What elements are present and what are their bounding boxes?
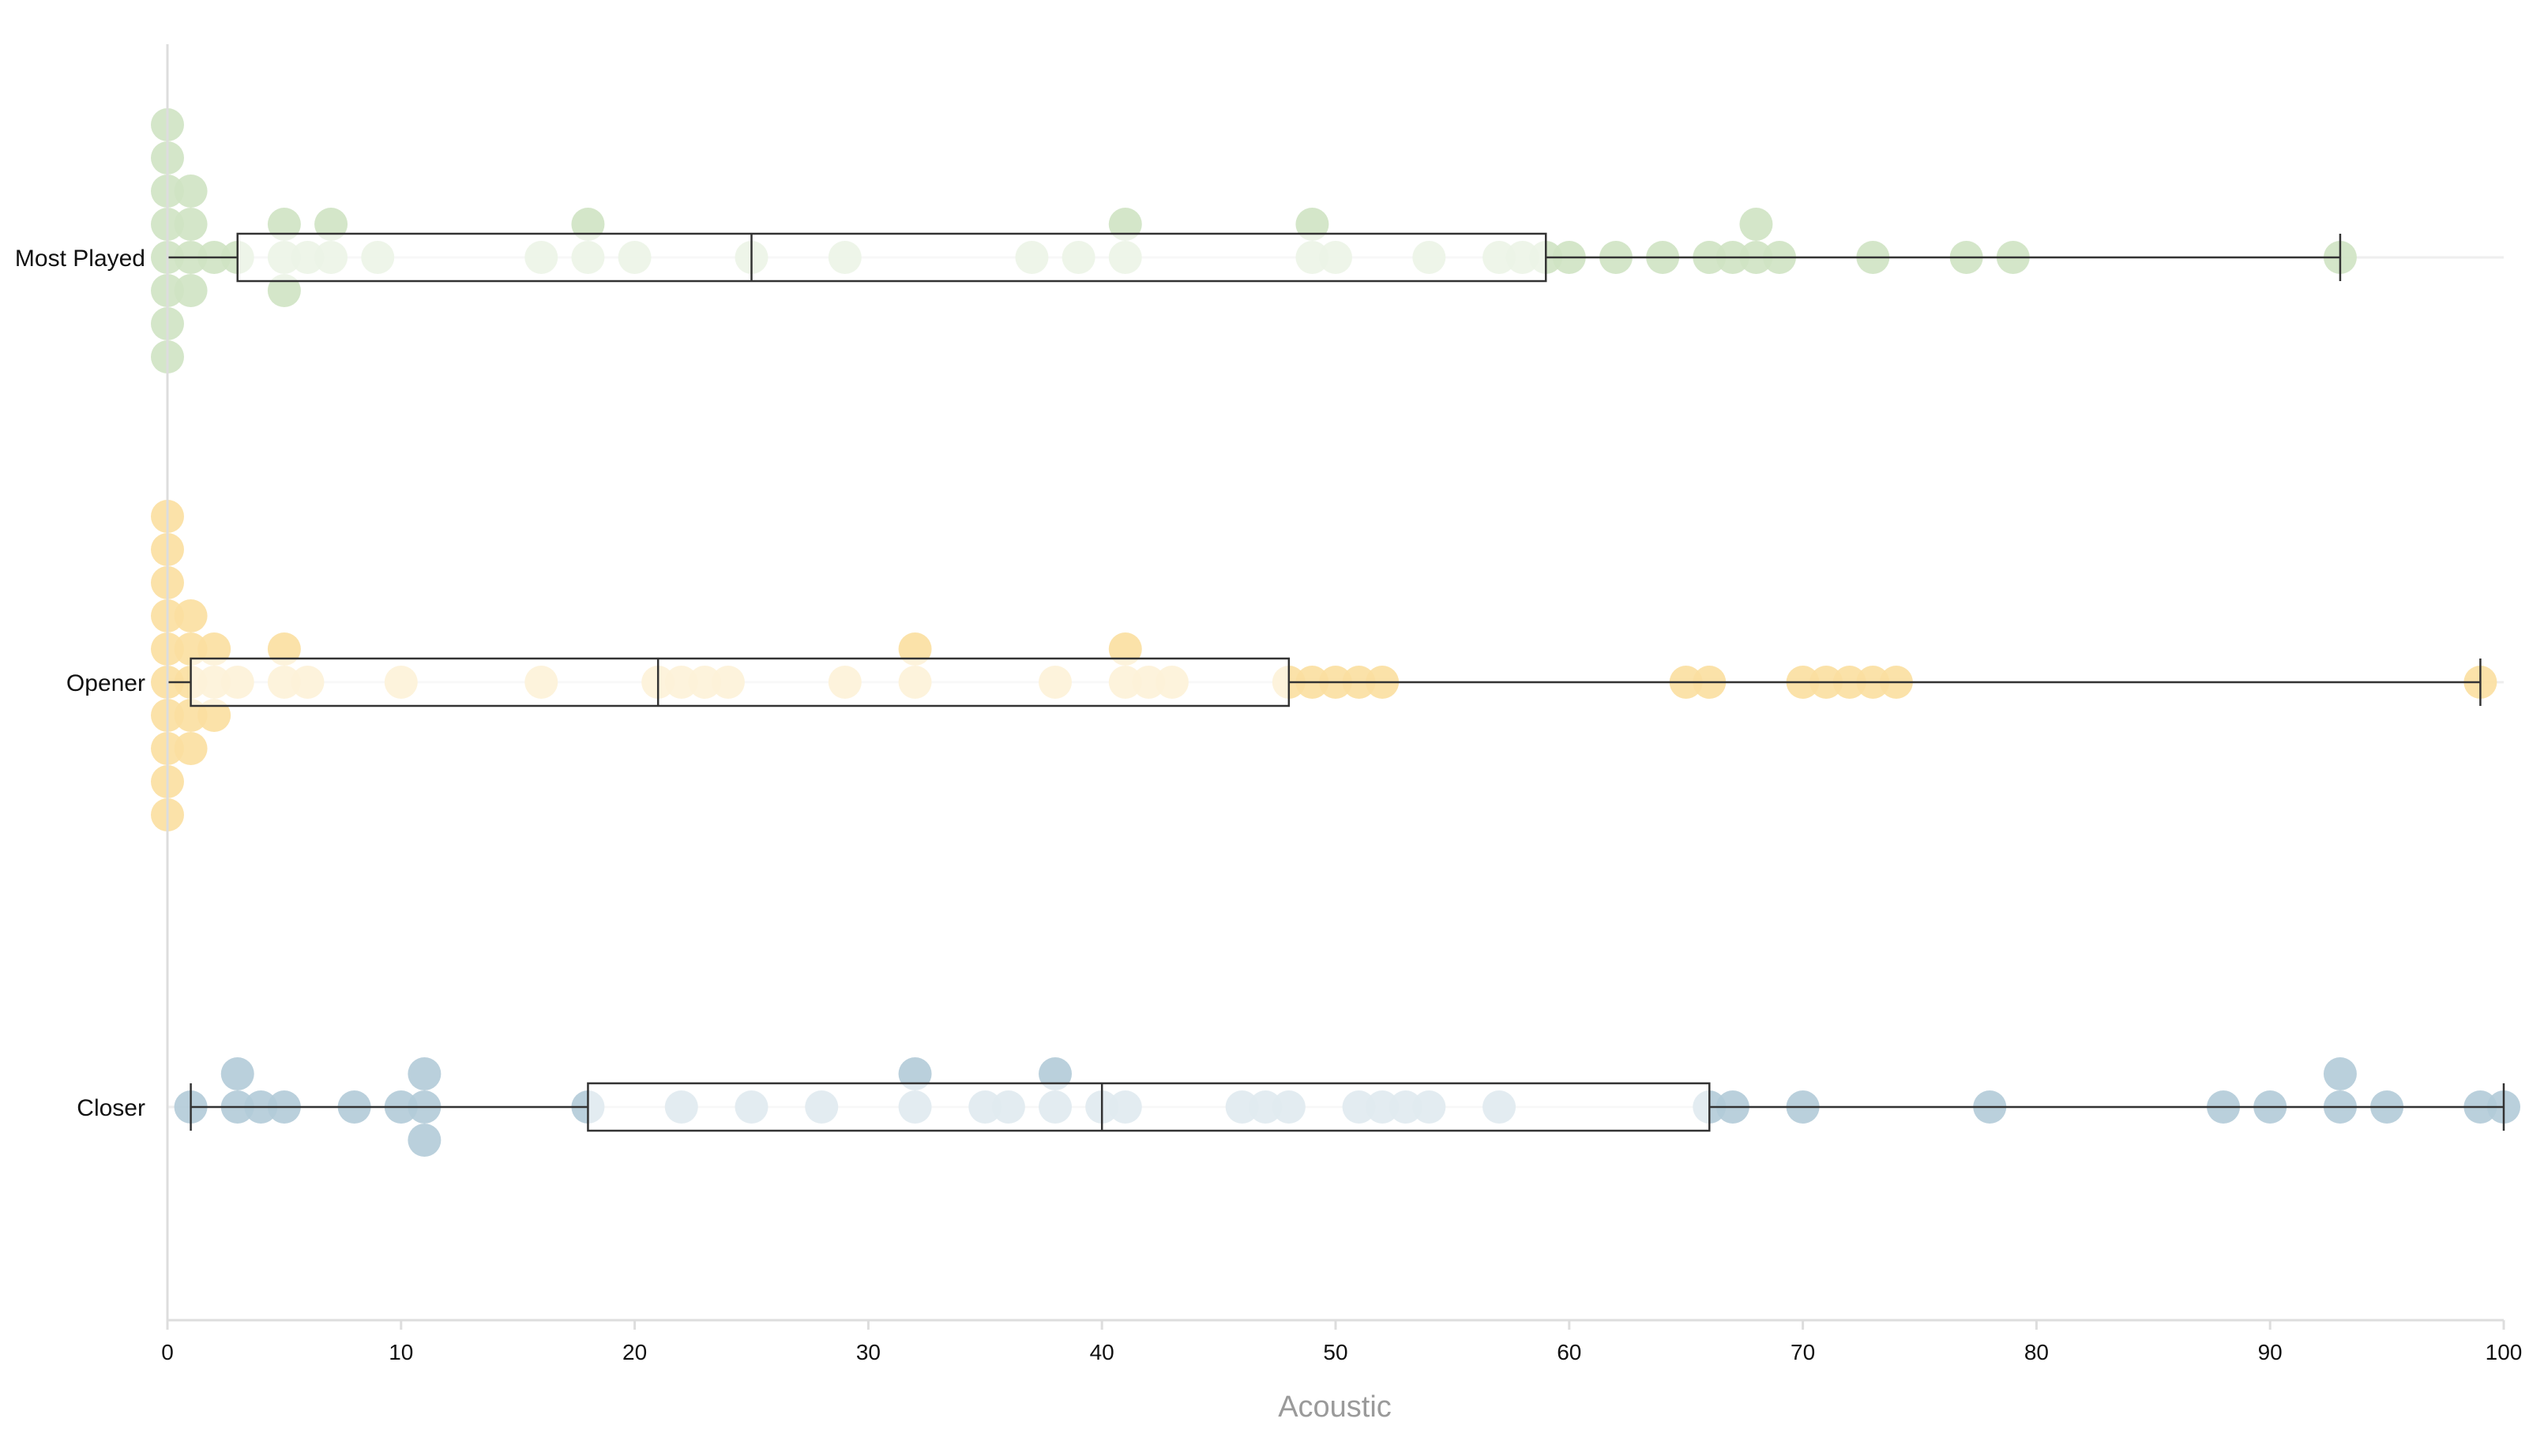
- data-point-closer: [408, 1057, 442, 1090]
- x-tick-label: 10: [389, 1340, 413, 1364]
- category-label-opener: Opener: [66, 670, 145, 696]
- data-point-opener: [898, 632, 932, 666]
- data-point-most-played: [571, 208, 605, 241]
- x-tick-label: 100: [2486, 1340, 2523, 1364]
- x-tick-label: 0: [161, 1340, 174, 1364]
- data-point-opener: [174, 699, 208, 732]
- data-point-opener: [174, 732, 208, 765]
- data-point-most-played: [314, 208, 348, 241]
- data-point-opener: [174, 599, 208, 632]
- x-axis: 0 10 20 30 40 50 60 70 80 90 100: [161, 44, 2522, 1364]
- box-iqr-most-played: [236, 232, 1547, 283]
- box-layer: [166, 232, 2505, 1132]
- box-iqr-opener: [190, 657, 1291, 707]
- x-tick-label: 20: [622, 1340, 647, 1364]
- category-label-closer: Closer: [77, 1095, 145, 1121]
- data-point-most-played: [174, 208, 208, 241]
- data-point-most-played: [1108, 208, 1142, 241]
- data-point-opener: [267, 632, 301, 666]
- x-tick-label: 80: [2024, 1340, 2049, 1364]
- data-point-most-played: [267, 274, 301, 307]
- data-point-closer: [220, 1057, 254, 1090]
- data-point-opener: [197, 632, 231, 666]
- data-point-closer: [1039, 1057, 1073, 1090]
- data-point-opener: [174, 632, 208, 666]
- data-point-most-played: [1739, 208, 1773, 241]
- data-point-most-played: [174, 274, 208, 307]
- x-axis-title: Acoustic: [1278, 1390, 1392, 1424]
- data-point-most-played: [267, 208, 301, 241]
- x-tick-label: 40: [1090, 1340, 1114, 1364]
- data-point-most-played: [1295, 208, 1329, 241]
- data-point-closer: [2323, 1057, 2357, 1090]
- category-label-most-played: Most Played: [15, 246, 145, 272]
- data-point-closer: [408, 1124, 442, 1157]
- x-tick-label: 30: [856, 1340, 881, 1364]
- box-iqr-closer: [587, 1082, 1711, 1132]
- x-tick-label: 50: [1323, 1340, 1347, 1364]
- data-point-most-played: [174, 174, 208, 208]
- data-point-opener: [197, 699, 231, 732]
- x-tick-label: 60: [1557, 1340, 1581, 1364]
- x-tick-label: 70: [1791, 1340, 1815, 1364]
- data-point-opener: [1108, 632, 1142, 666]
- data-point-closer: [898, 1057, 932, 1090]
- x-tick-label: 90: [2258, 1340, 2283, 1364]
